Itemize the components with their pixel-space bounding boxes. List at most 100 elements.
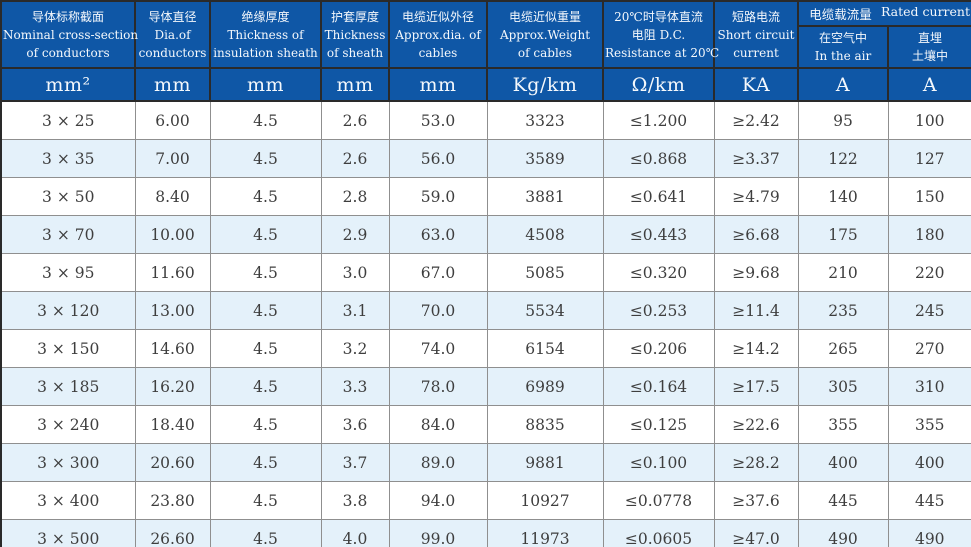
cell-ampacity-buried: 400 xyxy=(887,443,971,482)
cell-insulation-thickness: 4.5 xyxy=(209,291,322,330)
cell-ampacity-buried: 180 xyxy=(887,215,971,254)
unit-short-circuit-current: KA xyxy=(713,67,799,102)
cell-short-circuit-current: ≥28.2 xyxy=(713,443,799,482)
cell-insulation-thickness: 4.5 xyxy=(209,519,322,547)
cell-insulation-thickness: 4.5 xyxy=(209,215,322,254)
cell-ampacity-buried: 270 xyxy=(887,329,971,368)
header-line: 导体直径 xyxy=(148,9,197,24)
cell-short-circuit-current: ≥17.5 xyxy=(713,367,799,406)
header-line: 短路电流 xyxy=(731,9,780,24)
cell-approx-diameter: 70.0 xyxy=(388,291,488,330)
cell-sheath-thickness: 2.8 xyxy=(320,177,390,216)
cell-dc-resistance: ≤0.253 xyxy=(602,291,715,330)
cell-approx-weight: 3881 xyxy=(486,177,604,216)
cell-ampacity-buried: 127 xyxy=(887,139,971,178)
cell-sheath-thickness: 2.6 xyxy=(320,100,390,140)
table-row: 3 × 500 26.60 4.5 4.0 99.0 11973 ≤0.0605 ≥47.0 4… xyxy=(0,519,971,547)
cell-cross-section: 3 × 120 xyxy=(0,291,136,330)
col-header-sheath-thickness: 护套厚度 Thickness of sheath xyxy=(320,0,390,69)
header-row-ampacity-sub: 在空气中 In the air 直埋土壤中 xyxy=(1,25,971,69)
cell-insulation-thickness: 4.5 xyxy=(209,367,322,406)
header-line: of sheath xyxy=(326,45,384,60)
cell-short-circuit-current: ≥22.6 xyxy=(713,405,799,444)
ampacity-group-label-en: Rated current xyxy=(880,4,971,19)
cell-insulation-thickness: 4.5 xyxy=(209,481,322,520)
cell-approx-weight: 5534 xyxy=(486,291,604,330)
col-header-ampacity-group: 电缆载流量 Rated current xyxy=(796,0,971,27)
cell-ampacity-in-air: 490 xyxy=(797,519,889,547)
cell-dc-resistance: ≤0.164 xyxy=(602,367,715,406)
header-row-units: mm² mm mm mm mm Kg/km Ω/km KA A A xyxy=(0,67,971,102)
cell-insulation-thickness: 4.5 xyxy=(209,177,322,216)
header-line: 土壤中 xyxy=(912,49,949,63)
unit-cross-section: mm² xyxy=(0,67,136,102)
table-row: 3 × 50 8.40 4.5 2.8 59.0 3881 ≤0.641 ≥4.79 140 15… xyxy=(0,177,971,216)
cell-insulation-thickness: 4.5 xyxy=(209,139,322,178)
header-line: Approx.Weight xyxy=(499,27,591,42)
unit-conductor-diameter: mm xyxy=(134,67,211,102)
cell-ampacity-buried: 355 xyxy=(887,405,971,444)
header-line: Approx.dia. of xyxy=(395,27,481,42)
col-header-dc-resistance: 20℃时导体直流 电阻 D.C. Resistance at 20℃ xyxy=(602,0,719,69)
header-line: Thickness xyxy=(324,27,386,42)
header-line: Thickness of xyxy=(227,27,304,42)
cell-dc-resistance: ≤1.200 xyxy=(602,100,715,140)
cell-conductor-diameter: 20.60 xyxy=(134,443,211,482)
cell-short-circuit-current: ≥2.42 xyxy=(713,100,799,140)
cell-ampacity-buried: 445 xyxy=(887,481,971,520)
cell-approx-diameter: 56.0 xyxy=(388,139,488,178)
cell-approx-diameter: 67.0 xyxy=(388,253,488,292)
cell-conductor-diameter: 11.60 xyxy=(134,253,211,292)
header-line: 绝缘厚度 xyxy=(241,9,290,24)
header-line: In the air xyxy=(814,49,872,63)
table-row: 3 × 150 14.60 4.5 3.2 74.0 6154 ≤0.206 ≥14.2 265… xyxy=(0,329,971,368)
table-row: 3 × 300 20.60 4.5 3.7 89.0 9881 ≤0.100 ≥28.2 400… xyxy=(0,443,971,482)
cell-cross-section: 3 × 50 xyxy=(0,177,136,216)
cell-sheath-thickness: 3.1 xyxy=(320,291,390,330)
cell-sheath-thickness: 2.9 xyxy=(320,215,390,254)
cell-cross-section: 3 × 400 xyxy=(0,481,136,520)
unit-ampacity-in-air: A xyxy=(797,67,889,102)
col-header-conductor-diameter: 导体直径 Dia.of conductors xyxy=(134,0,211,69)
header-line: 电缆近似外径 xyxy=(401,9,474,24)
col-header-insulation-thickness: 绝缘厚度 Thickness of insulation sheath xyxy=(209,0,322,69)
ampacity-group-labels: 电缆载流量 Rated current xyxy=(800,4,970,23)
unit-insulation-thickness: mm xyxy=(209,67,322,102)
table-row: 3 × 70 10.00 4.5 2.9 63.0 4508 ≤0.443 ≥6.68 175 1… xyxy=(0,215,971,254)
cell-short-circuit-current: ≥3.37 xyxy=(713,139,799,178)
cell-conductor-diameter: 26.60 xyxy=(134,519,211,547)
cell-cross-section: 3 × 95 xyxy=(0,253,136,292)
cell-ampacity-in-air: 210 xyxy=(797,253,889,292)
unit-dc-resistance: Ω/km xyxy=(602,67,715,102)
header-line: of cables xyxy=(517,45,573,60)
cell-approx-weight: 6154 xyxy=(486,329,604,368)
col-header-ampacity-in-air: 在空气中 In the air xyxy=(797,25,889,69)
cell-dc-resistance: ≤0.0778 xyxy=(602,481,715,520)
cell-cross-section: 3 × 300 xyxy=(0,443,136,482)
cell-conductor-diameter: 7.00 xyxy=(134,139,211,178)
cell-approx-weight: 10927 xyxy=(486,481,604,520)
header-line: 直埋 xyxy=(918,31,943,45)
cell-approx-weight: 11973 xyxy=(486,519,604,547)
header-line: insulation sheath xyxy=(213,45,318,60)
cell-insulation-thickness: 4.5 xyxy=(209,329,322,368)
cell-ampacity-buried: 220 xyxy=(887,253,971,292)
unit-approx-weight: Kg/km xyxy=(486,67,604,102)
unit-ampacity-buried: A xyxy=(886,67,971,102)
cell-insulation-thickness: 4.5 xyxy=(209,253,322,292)
cell-dc-resistance: ≤0.100 xyxy=(602,443,715,482)
cell-ampacity-in-air: 122 xyxy=(797,139,889,178)
cell-ampacity-buried: 490 xyxy=(887,519,971,547)
cell-dc-resistance: ≤0.125 xyxy=(602,405,715,444)
table-row: 3 × 95 11.60 4.5 3.0 67.0 5085 ≤0.320 ≥9.68 210 2… xyxy=(0,253,971,292)
cell-insulation-thickness: 4.5 xyxy=(209,100,322,140)
cell-ampacity-buried: 245 xyxy=(887,291,971,330)
header-row-names: 导体标称截面 Nominal cross-section of conductors… xyxy=(0,0,971,69)
cell-dc-resistance: ≤0.443 xyxy=(602,215,715,254)
cell-dc-resistance: ≤0.206 xyxy=(602,329,715,368)
cell-sheath-thickness: 3.3 xyxy=(320,367,390,406)
cell-approx-diameter: 84.0 xyxy=(388,405,488,444)
table-row: 3 × 25 6.00 4.5 2.6 53.0 3323 ≤1.200 ≥2.42 95 100 xyxy=(0,100,971,140)
col-header-approx-diameter: 电缆近似外径 Approx.dia. of cables xyxy=(388,0,488,69)
cell-ampacity-in-air: 445 xyxy=(797,481,889,520)
